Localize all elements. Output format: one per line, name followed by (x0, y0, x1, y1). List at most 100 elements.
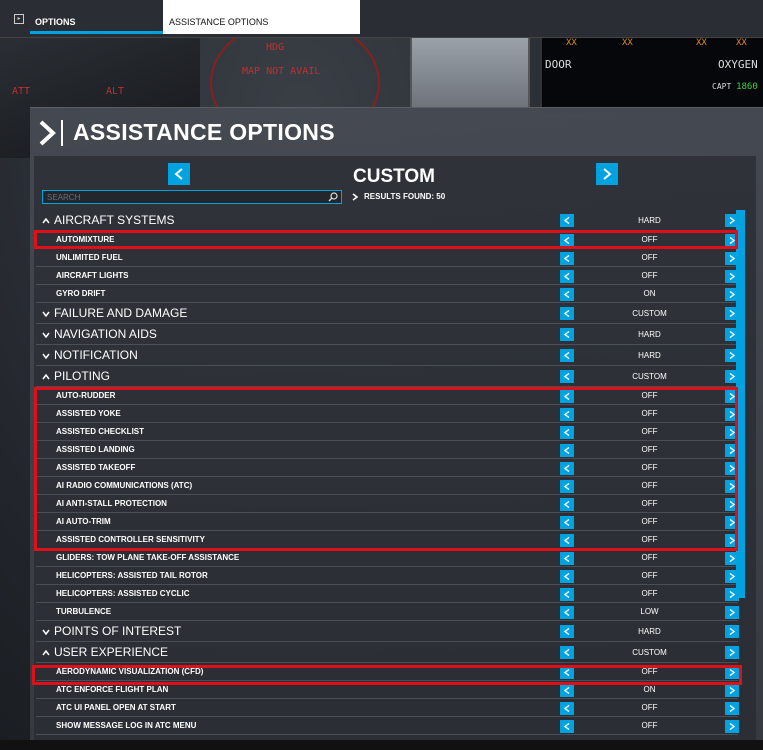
tab-assistance-options[interactable]: ASSISTANCE OPTIONS (163, 0, 360, 34)
chevron-down-icon[interactable] (42, 311, 50, 317)
value-next-button[interactable] (725, 251, 739, 265)
value-prev-button[interactable] (560, 407, 574, 421)
value-prev-button[interactable] (560, 533, 574, 547)
option-row-helicopters-assisted-cyclic[interactable]: HELICOPTERS: ASSISTED CYCLIC OFF (36, 585, 739, 603)
value-next-button[interactable] (725, 287, 739, 301)
value-prev-button[interactable] (560, 683, 574, 697)
back-icon[interactable]: ▸ (14, 14, 24, 24)
value-prev-button[interactable] (560, 389, 574, 403)
capt-label: CAPT (712, 82, 732, 91)
category-row-user-experience[interactable]: USER EXPERIENCE CUSTOM (36, 642, 739, 663)
preset-next-button[interactable] (596, 163, 618, 185)
option-row-assisted-landing[interactable]: ASSISTED LANDING OFF (36, 441, 739, 459)
value-prev-button[interactable] (560, 328, 574, 341)
option-row-aircraft-lights[interactable]: AIRCRAFT LIGHTS OFF (36, 267, 739, 285)
value-prev-button[interactable] (560, 251, 574, 265)
option-row-atc-ui-panel-open-at-start[interactable]: ATC UI PANEL OPEN AT START OFF (36, 699, 739, 717)
value-prev-button[interactable] (560, 646, 574, 659)
option-row-aerodynamic-visualization-cfd[interactable]: AERODYNAMIC VISUALIZATION (CFD) OFF (36, 663, 739, 681)
option-label: AI AUTO-TRIM (56, 517, 111, 526)
option-row-assisted-yoke[interactable]: ASSISTED YOKE OFF (36, 405, 739, 423)
option-row-gyro-drift[interactable]: GYRO DRIFT ON (36, 285, 739, 303)
category-row-navigation-aids[interactable]: NAVIGATION AIDS HARD (36, 324, 739, 345)
search-input[interactable] (42, 190, 342, 204)
value-prev-button[interactable] (560, 479, 574, 493)
option-row-ai-radio-communications-atc[interactable]: AI RADIO COMMUNICATIONS (ATC) OFF (36, 477, 739, 495)
chevron-up-icon[interactable] (42, 649, 50, 656)
chevron-up-icon[interactable] (42, 217, 50, 224)
list-scrollbar[interactable] (736, 210, 745, 598)
option-row-auto-rudder[interactable]: AUTO-RUDDER OFF (36, 387, 739, 405)
chevron-right-icon (729, 446, 735, 454)
option-row-assisted-checklist[interactable]: ASSISTED CHECKLIST OFF (36, 423, 739, 441)
category-row-failure-and-damage[interactable]: FAILURE AND DAMAGE CUSTOM (36, 303, 739, 324)
value-next-button[interactable] (725, 683, 739, 697)
value-prev-button[interactable] (560, 269, 574, 283)
value-next-button[interactable] (725, 719, 739, 733)
value-next-button[interactable] (725, 665, 739, 679)
option-row-helicopters-assisted-tail-rotor[interactable]: HELICOPTERS: ASSISTED TAIL ROTOR OFF (36, 567, 739, 585)
option-row-unlimited-fuel[interactable]: UNLIMITED FUEL OFF (36, 249, 739, 267)
top-tab-bar: ▸ OPTIONS ASSISTANCE OPTIONS (0, 0, 763, 38)
value-prev-button[interactable] (560, 349, 574, 362)
value-next-button[interactable] (725, 269, 739, 283)
option-row-show-message-log-in-atc-menu[interactable]: SHOW MESSAGE LOG IN ATC MENU OFF (36, 717, 739, 735)
option-row-automixture[interactable]: AUTOMIXTURE OFF (36, 231, 739, 249)
value-prev-button[interactable] (560, 701, 574, 715)
value-next-button[interactable] (725, 625, 739, 638)
value-prev-button[interactable] (560, 233, 574, 247)
chevron-left-icon (564, 446, 570, 454)
preset-prev-button[interactable] (168, 163, 190, 185)
value-next-button[interactable] (725, 328, 739, 341)
value-prev-button[interactable] (560, 214, 574, 227)
value-prev-button[interactable] (560, 587, 574, 601)
value-prev-button[interactable] (560, 569, 574, 583)
option-row-turbulence[interactable]: TURBULENCE LOW (36, 603, 739, 621)
alt-label: ALT (106, 86, 125, 97)
value-next-button[interactable] (725, 605, 739, 619)
option-row-assisted-controller-sensitivity[interactable]: ASSISTED CONTROLLER SENSITIVITY OFF (36, 531, 739, 549)
value-next-button[interactable] (725, 349, 739, 362)
value-prev-button[interactable] (560, 461, 574, 475)
option-label: NOTIFICATION (54, 348, 138, 362)
tab-options[interactable]: OPTIONS (35, 17, 76, 27)
chevron-right-icon (729, 686, 735, 694)
value-prev-button[interactable] (560, 443, 574, 457)
att-label: ATT (12, 86, 31, 97)
value-prev-button[interactable] (560, 625, 574, 638)
value-prev-button[interactable] (560, 719, 574, 733)
chevron-up-icon[interactable] (42, 373, 50, 380)
option-row-assisted-takeoff[interactable]: ASSISTED TAKEOFF OFF (36, 459, 739, 477)
category-row-aircraft-systems[interactable]: AIRCRAFT SYSTEMS HARD (36, 210, 739, 231)
value-next-button[interactable] (725, 551, 739, 565)
category-row-points-of-interest[interactable]: POINTS OF INTEREST HARD (36, 621, 739, 642)
chevron-down-icon[interactable] (42, 353, 50, 359)
chevron-right-icon (729, 310, 735, 317)
search-icon[interactable] (328, 192, 338, 202)
value-prev-button[interactable] (560, 287, 574, 301)
value-prev-button[interactable] (560, 497, 574, 511)
option-row-atc-enforce-flight-plan[interactable]: ATC ENFORCE FLIGHT PLAN ON (36, 681, 739, 699)
value-next-button[interactable] (725, 569, 739, 583)
option-row-ai-anti-stall-protection[interactable]: AI ANTI-STALL PROTECTION OFF (36, 495, 739, 513)
value-next-button[interactable] (725, 370, 739, 383)
value-next-button[interactable] (725, 587, 739, 601)
value-next-button[interactable] (725, 307, 739, 320)
value-prev-button[interactable] (560, 307, 574, 320)
value-prev-button[interactable] (560, 425, 574, 439)
value-prev-button[interactable] (560, 370, 574, 383)
category-row-notification[interactable]: NOTIFICATION HARD (36, 345, 739, 366)
chevron-right-icon (729, 482, 735, 490)
option-row-ai-auto-trim[interactable]: AI AUTO-TRIM OFF (36, 513, 739, 531)
value-next-button[interactable] (725, 646, 739, 659)
chevron-down-icon[interactable] (42, 629, 50, 635)
category-row-piloting[interactable]: PILOTING CUSTOM (36, 366, 739, 387)
value-prev-button[interactable] (560, 605, 574, 619)
value-next-button[interactable] (725, 214, 739, 227)
option-row-gliders-tow-plane-take-off-assistance[interactable]: GLIDERS: TOW PLANE TAKE-OFF ASSISTANCE OF… (36, 549, 739, 567)
value-next-button[interactable] (725, 701, 739, 715)
value-prev-button[interactable] (560, 665, 574, 679)
chevron-down-icon[interactable] (42, 332, 50, 338)
value-prev-button[interactable] (560, 515, 574, 529)
value-prev-button[interactable] (560, 551, 574, 565)
